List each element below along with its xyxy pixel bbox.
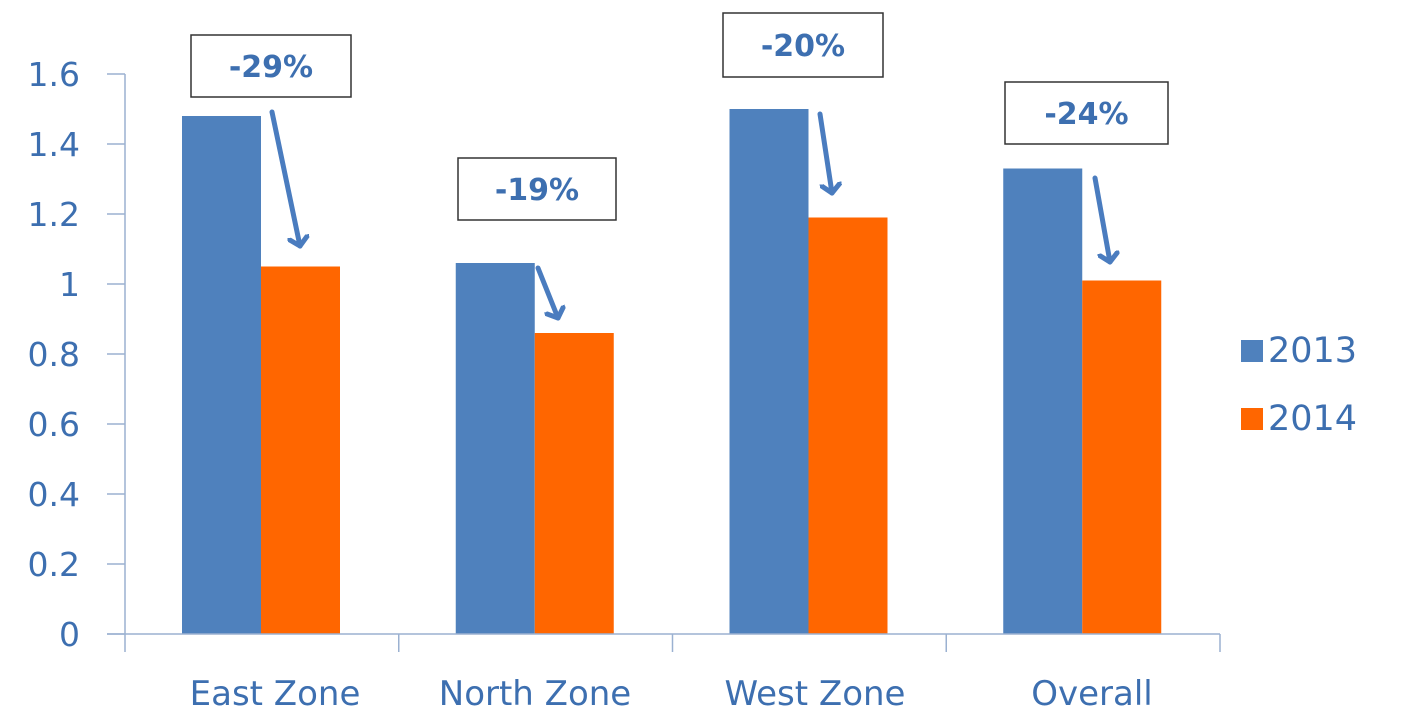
annotation-arrow — [1092, 175, 1110, 265]
bars-group — [182, 109, 1162, 634]
y-tick-label: 0.2 — [28, 545, 80, 584]
annotation-box — [1004, 81, 1169, 145]
annotation-label: -19% — [495, 173, 579, 208]
axes-group: 0 0.2 0.4 0.6 0.8 1 1.2 1.4 1.6 East Zone North Zo… — [28, 55, 1221, 714]
category-label: Overall — [1031, 674, 1153, 714]
bar-2014-overall — [1082, 280, 1162, 634]
y-tick-label: 1.4 — [28, 125, 80, 164]
legend: 2013 2014 — [1241, 331, 1357, 439]
annotation-arrow — [535, 265, 558, 321]
legend-swatch-2013 — [1241, 340, 1263, 362]
bar-2014-west-zone — [808, 217, 888, 634]
annotation-arrow — [269, 109, 300, 249]
bar-2013-west-zone — [729, 109, 809, 634]
annotation-box — [190, 34, 352, 98]
annotation-box — [457, 157, 617, 221]
category-label: West Zone — [725, 674, 906, 714]
legend-label-2014: 2014 — [1268, 399, 1357, 439]
bar-2014-north-zone — [534, 333, 614, 634]
y-tick-label: 1.2 — [28, 195, 80, 234]
bar-2013-overall — [1003, 168, 1083, 634]
y-tick-label: 0.6 — [28, 405, 80, 444]
bar-2013-east-zone — [182, 116, 261, 634]
annotation-label: -29% — [229, 50, 313, 85]
y-tick-label: 0.4 — [28, 475, 80, 514]
y-tick-label: 0 — [59, 615, 80, 654]
category-label: East Zone — [190, 674, 361, 714]
category-label: North Zone — [439, 674, 631, 714]
y-tick-label: 1 — [59, 265, 80, 304]
y-tick-label: 0.8 — [28, 335, 80, 374]
legend-swatch-2014 — [1241, 408, 1263, 430]
annotations-group: -29% -19% -20% -24% — [190, 12, 1169, 321]
annotation-arrow — [817, 111, 832, 196]
annotation-label: -24% — [1044, 97, 1128, 132]
legend-label-2013: 2013 — [1268, 331, 1357, 371]
annotation-label: -20% — [761, 29, 845, 64]
annotation-box — [722, 12, 884, 78]
y-tick-label: 1.6 — [28, 55, 80, 94]
bar-2013-north-zone — [455, 263, 535, 634]
bar-2014-east-zone — [261, 266, 340, 634]
